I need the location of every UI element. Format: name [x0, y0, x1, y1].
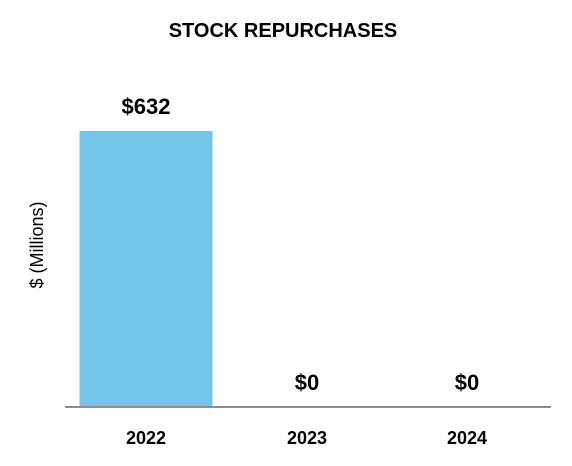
data-labels-group: $632 $0 $0 [122, 94, 480, 395]
data-label-2022: $632 [122, 94, 171, 119]
bars-group [79, 131, 213, 407]
x-tick-label-2024: 2024 [447, 428, 487, 448]
data-label-2023: $0 [295, 370, 319, 395]
x-tick-label-2023: 2023 [287, 428, 327, 448]
bar-2022 [79, 131, 213, 407]
y-axis-label: $ (Millions) [27, 201, 47, 288]
data-label-2024: $0 [455, 370, 479, 395]
chart-title: STOCK REPURCHASES [169, 20, 398, 42]
x-tick-labels-group: 2022 2023 2024 [126, 428, 487, 448]
x-tick-label-2022: 2022 [126, 428, 166, 448]
